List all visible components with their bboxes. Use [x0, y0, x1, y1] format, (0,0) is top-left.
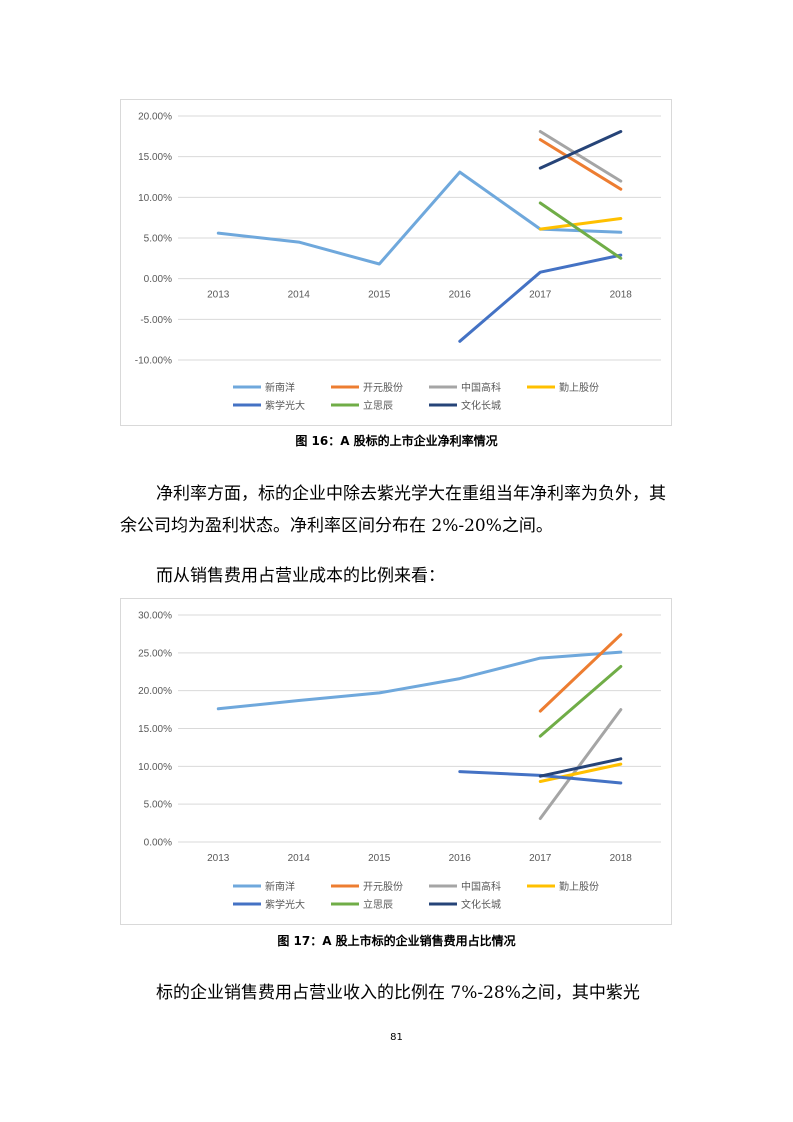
figure-16-caption: 图 16：A 股标的上市企业净利率情况	[295, 434, 498, 448]
series-line-6	[538, 757, 623, 778]
series-line-0	[216, 650, 623, 711]
y-tick-label: 5.00%	[144, 234, 172, 245]
legend-label: 中国高科	[461, 880, 501, 893]
paragraph-sales-expense-intro: 而从销售费用占营业成本的比例来看：	[156, 566, 445, 586]
legend-label: 勤上股份	[559, 381, 599, 394]
legend-label: 开元股份	[363, 382, 403, 394]
series-line-2	[538, 130, 623, 183]
page-number: 81	[390, 1032, 403, 1043]
y-tick-label: 30.00%	[138, 611, 172, 622]
paragraph-sales-expense-range: 标的企业销售费用占营业收入的比例在 7%-28%之间，其中紫光	[156, 983, 640, 1003]
series-line-2	[538, 708, 623, 820]
y-tick-label: 20.00%	[138, 686, 172, 697]
y-tick-label: -10.00%	[135, 356, 172, 367]
x-tick-label: 2015	[368, 853, 391, 864]
series-line-5	[538, 665, 623, 738]
x-tick-label: 2018	[610, 853, 633, 864]
y-tick-label: 25.00%	[138, 648, 172, 659]
legend-label: 紫学光大	[265, 399, 305, 412]
y-tick-label: 15.00%	[138, 724, 172, 735]
series-line-1	[538, 633, 623, 713]
series-line-3	[538, 762, 623, 783]
y-tick-label: 20.00%	[138, 112, 172, 123]
sales-expense-ratio-chart: 0.00% 5.00% 10.00% 15.00% 20.00% 25.00% 30.00%…	[120, 598, 672, 925]
legend-label: 新南洋	[265, 381, 295, 394]
x-tick-label: 2017	[529, 290, 552, 301]
legend-label: 勤上股份	[559, 880, 599, 893]
x-tick-label: 2014	[288, 853, 311, 864]
x-tick-label: 2018	[610, 290, 633, 301]
legend-label: 新南洋	[265, 880, 295, 893]
y-tick-label: -5.00%	[140, 315, 172, 326]
x-tick-label: 2013	[207, 853, 230, 864]
y-tick-label: 10.00%	[138, 193, 172, 204]
legend-label: 立思辰	[363, 399, 393, 412]
y-tick-label: 0.00%	[144, 838, 172, 849]
y-tick-label: 10.00%	[138, 762, 172, 773]
x-tick-label: 2014	[288, 290, 311, 301]
sales-expense-ratio-chart-svg: 0.00% 5.00% 10.00% 15.00% 20.00% 25.00% 30.00%…	[138, 611, 661, 911]
x-tick-label: 2017	[529, 853, 552, 864]
figure-17-caption: 图 17：A 股上市标的企业销售费用占比情况	[277, 934, 516, 948]
y-tick-label: 15.00%	[138, 152, 172, 163]
x-tick-label: 2016	[449, 853, 472, 864]
legend-label: 文化长城	[461, 399, 501, 412]
series-line-4	[458, 253, 623, 343]
legend-label: 开元股份	[363, 881, 403, 893]
paragraph-net-margin: 净利率方面，标的企业中除去紫光学大在重组当年净利率为负外，其余公司均为盈利状态。…	[120, 484, 666, 536]
series-line-6	[538, 130, 623, 170]
legend-label: 中国高科	[461, 381, 501, 394]
x-tick-label: 2013	[207, 290, 230, 301]
series-line-5	[538, 201, 623, 260]
series-line-3	[538, 217, 623, 231]
y-tick-label: 5.00%	[144, 800, 172, 811]
series-line-0	[216, 170, 623, 266]
x-tick-label: 2015	[368, 290, 391, 301]
x-tick-label: 2016	[449, 290, 472, 301]
legend-label: 紫学光大	[265, 898, 305, 911]
net-profit-margin-chart-svg: -10.00% -5.00% 0.00% 5.00% 10.00% 15.00% 20.00…	[135, 112, 661, 412]
y-tick-label: 0.00%	[144, 274, 172, 285]
legend-label: 文化长城	[461, 898, 501, 911]
legend-label: 立思辰	[363, 898, 393, 911]
net-profit-margin-chart: -10.00% -5.00% 0.00% 5.00% 10.00% 15.00% 20.00…	[120, 99, 672, 426]
series-line-1	[538, 138, 623, 191]
